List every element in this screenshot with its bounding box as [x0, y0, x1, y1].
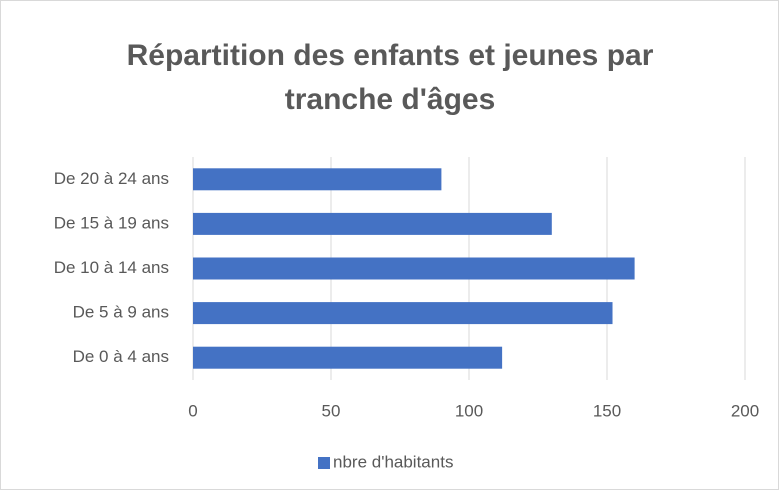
x-tick-label: 0 [188, 401, 197, 420]
bar [193, 346, 503, 369]
y-tick-label: De 10 à 14 ans [54, 258, 169, 277]
y-tick-label: De 15 à 19 ans [54, 213, 169, 232]
x-tick-label: 150 [593, 401, 621, 420]
y-tick-label: De 0 à 4 ans [73, 347, 169, 366]
bar [193, 257, 635, 280]
chart-title: Répartition des enfants et jeunes par tr… [126, 39, 654, 116]
bar [193, 168, 442, 191]
y-tick-label: De 20 à 24 ans [54, 169, 169, 188]
y-tick-label: De 5 à 9 ans [73, 303, 169, 322]
x-tick-label: 200 [731, 401, 759, 420]
x-tick-label: 100 [455, 401, 483, 420]
legend-swatch [318, 457, 330, 469]
bar [193, 302, 613, 325]
legend-label: nbre d'habitants [333, 452, 453, 471]
bar [193, 212, 552, 235]
x-tick-label: 50 [322, 401, 341, 420]
